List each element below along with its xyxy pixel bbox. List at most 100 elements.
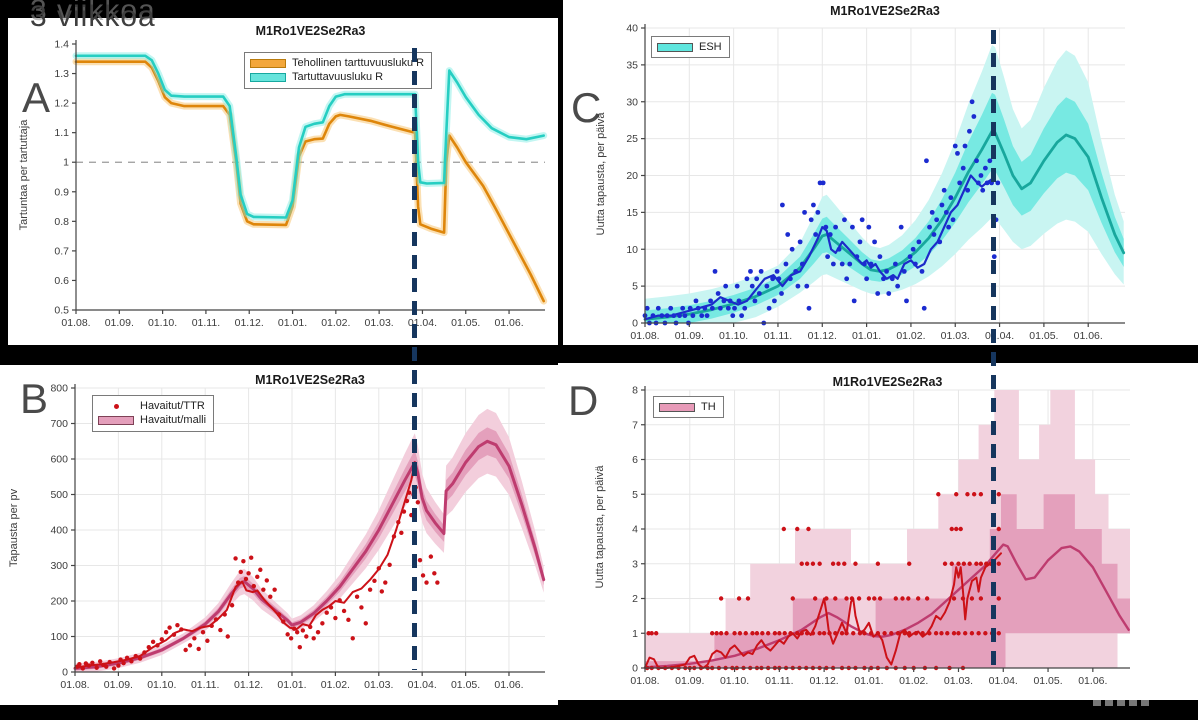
legend-row: ESH	[657, 40, 722, 54]
svg-text:30: 30	[626, 96, 638, 108]
svg-text:01.03.: 01.03.	[364, 679, 393, 691]
panel-d-legend: TH	[653, 396, 724, 419]
svg-text:01.06.: 01.06.	[494, 679, 523, 691]
pink-band-swatch	[98, 415, 134, 425]
panel-a-letter: A	[22, 74, 51, 121]
legend-label: Havaitut/TTR	[140, 400, 205, 412]
svg-text:8: 8	[632, 385, 638, 397]
svg-text:01.12.: 01.12.	[808, 330, 837, 342]
svg-text:3: 3	[632, 558, 638, 570]
panel-d: 01.08. 01.09. 01.10. 01.11. 01.12. 01.01. 01.0…	[558, 363, 1198, 700]
heading-3-viikkoa: 3 viikkoa	[30, 0, 156, 33]
forecast-start-line-left	[412, 48, 417, 670]
svg-text:01.10.: 01.10.	[147, 679, 176, 691]
svg-text:01.03.: 01.03.	[365, 317, 394, 329]
svg-text:01.05.: 01.05.	[1029, 330, 1058, 342]
svg-text:800: 800	[50, 383, 68, 395]
legend-row: Tartuttavuusluku R	[250, 70, 424, 84]
svg-text:15: 15	[626, 207, 638, 219]
svg-text:01.08.: 01.08.	[630, 675, 659, 687]
svg-text:01.03.: 01.03.	[944, 675, 973, 687]
svg-text:01.08.: 01.08.	[60, 679, 89, 691]
svg-text:01.11.: 01.11.	[765, 675, 793, 687]
svg-text:0: 0	[632, 663, 638, 675]
svg-text:6: 6	[632, 454, 638, 466]
svg-text:40: 40	[626, 23, 638, 35]
panel-c-legend: ESH	[651, 36, 730, 59]
panel-a-ylabel: Tartuntaa per tartuttaja	[18, 119, 30, 231]
svg-text:0.9: 0.9	[54, 186, 69, 198]
svg-text:01.11.: 01.11.	[764, 330, 792, 342]
svg-text:01.04.: 01.04.	[989, 675, 1018, 687]
svg-text:10: 10	[626, 244, 638, 256]
panel-d-chart: 01.08. 01.09. 01.10. 01.11. 01.12. 01.01. 01.0…	[630, 385, 1130, 687]
panel-b-letter: B	[20, 375, 49, 422]
svg-text:01.10.: 01.10.	[720, 675, 749, 687]
svg-text:1: 1	[632, 628, 638, 640]
svg-text:01.08.: 01.08.	[630, 330, 659, 342]
svg-text:01.09.: 01.09.	[675, 675, 704, 687]
panel-a-title: M1Ro1VE2Se2Ra3	[255, 24, 366, 38]
svg-text:01.01.: 01.01.	[278, 317, 307, 329]
svg-text:1: 1	[63, 157, 69, 169]
svg-text:01.10.: 01.10.	[148, 317, 177, 329]
panel-b-legend: Havaitut/TTR Havaitut/malli	[92, 395, 215, 432]
svg-text:2: 2	[632, 593, 638, 605]
svg-text:01.06.: 01.06.	[1078, 675, 1107, 687]
svg-text:100: 100	[50, 631, 68, 643]
svg-text:300: 300	[50, 560, 68, 572]
red-dot-swatch	[98, 402, 134, 411]
cyan-band-swatch	[250, 72, 286, 82]
svg-text:01.10.: 01.10.	[719, 330, 748, 342]
legend-label: Tehollinen tarttuvuusluku R	[292, 57, 425, 69]
svg-text:400: 400	[50, 525, 68, 537]
legend-label: Havaitut/malli	[140, 414, 207, 427]
svg-text:01.09.: 01.09.	[675, 330, 704, 342]
legend-row: Tehollinen tarttuvuusluku R	[250, 56, 424, 70]
cropped-text-fragment	[1093, 700, 1151, 706]
svg-text:4: 4	[632, 524, 638, 536]
svg-text:01.04.: 01.04.	[985, 330, 1014, 342]
svg-text:0.7: 0.7	[54, 245, 69, 257]
panel-b-title: M1Ro1VE2Se2Ra3	[255, 373, 365, 387]
forecast-start-line-right	[991, 30, 996, 667]
svg-text:25: 25	[626, 133, 638, 145]
svg-text:0: 0	[62, 667, 68, 679]
svg-text:01.12.: 01.12.	[810, 675, 839, 687]
svg-text:5: 5	[632, 489, 638, 501]
svg-text:500: 500	[50, 489, 68, 501]
svg-text:01.02.: 01.02.	[321, 679, 350, 691]
svg-text:01.08.: 01.08.	[61, 317, 90, 329]
svg-text:01.02.: 01.02.	[896, 330, 925, 342]
svg-text:01.06.: 01.06.	[494, 317, 523, 329]
svg-text:1.1: 1.1	[54, 127, 69, 139]
svg-text:1.2: 1.2	[54, 98, 69, 110]
svg-text:0.8: 0.8	[54, 216, 69, 228]
svg-text:200: 200	[50, 596, 68, 608]
svg-text:20: 20	[626, 170, 638, 182]
svg-text:01.12.: 01.12.	[234, 679, 263, 691]
legend-label: Tartuttavuusluku R	[292, 71, 384, 84]
svg-text:5: 5	[632, 281, 638, 293]
panel-b-ylabel: Tapausta per pv	[8, 488, 20, 568]
svg-text:01.04.: 01.04.	[408, 679, 437, 691]
svg-text:01.06.: 01.06.	[1074, 330, 1103, 342]
panel-c: 01.08. 01.09. 01.10. 01.11. 01.12. 01.01. 01.0…	[563, 0, 1198, 345]
svg-text:01.02.: 01.02.	[321, 317, 350, 329]
svg-text:01.09.: 01.09.	[105, 317, 134, 329]
svg-text:01.01.: 01.01.	[852, 330, 881, 342]
svg-text:01.05.: 01.05.	[451, 317, 480, 329]
svg-text:0.6: 0.6	[54, 275, 69, 287]
svg-text:01.01.: 01.01.	[854, 675, 883, 687]
panel-c-ylabel: Uutta tapausta, per päivä	[595, 112, 607, 236]
svg-text:1.3: 1.3	[54, 68, 69, 80]
legend-row: Havaitut/malli	[98, 413, 206, 427]
svg-text:01.09.: 01.09.	[104, 679, 133, 691]
panel-d-title: M1Ro1VE2Se2Ra3	[832, 375, 943, 389]
svg-text:35: 35	[626, 59, 638, 71]
svg-text:7: 7	[632, 419, 638, 431]
svg-text:01.03.: 01.03.	[941, 330, 970, 342]
legend-label: ESH	[699, 41, 722, 53]
svg-text:0.5: 0.5	[54, 305, 69, 317]
esh-band-swatch	[657, 42, 693, 52]
